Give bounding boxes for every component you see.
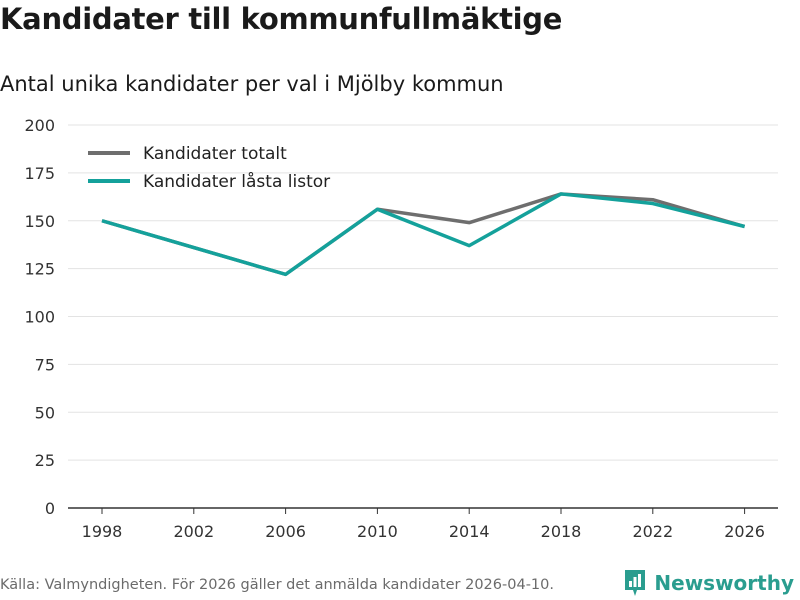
y-tick-label: 0 — [45, 499, 55, 518]
y-tick-label: 150 — [24, 212, 55, 231]
legend: Kandidater totalt Kandidater låsta listor — [88, 144, 330, 192]
source-note: Källa: Valmyndigheten. För 2026 gäller d… — [0, 577, 554, 593]
y-tick-label: 25 — [35, 451, 55, 470]
y-tick-label: 100 — [24, 308, 55, 327]
y-tick-label: 175 — [24, 164, 55, 183]
x-tick-label: 2022 — [632, 522, 673, 541]
series-line-1 — [101, 192, 746, 277]
brand-logo: Newsworthy — [623, 566, 794, 600]
x-tick-label: 2006 — [265, 522, 306, 541]
brand-name: Newsworthy — [654, 571, 794, 595]
y-axis-ticks: 0 25 50 75 100 125 150 175 200 — [24, 116, 55, 518]
x-tick-label: 2014 — [449, 522, 490, 541]
chart-subtitle: Antal unika kandidater per val i Mjölby … — [0, 72, 504, 96]
x-tick-label: 2002 — [173, 522, 214, 541]
y-tick-label: 125 — [24, 260, 55, 279]
series-lines — [101, 192, 746, 277]
series-line-0 — [101, 192, 746, 277]
y-tick-label: 50 — [35, 403, 55, 422]
legend-label-1: Kandidater låsta listor — [143, 171, 330, 192]
x-tick-label: 2010 — [357, 522, 398, 541]
gridlines — [68, 124, 778, 461]
x-axis-ticks: 1998 2002 2006 2010 2014 2018 2022 2026 — [82, 508, 765, 541]
legend-label-0: Kandidater totalt — [143, 144, 287, 164]
chart-title: Kandidater till kommunfullmäktige — [0, 2, 563, 36]
y-tick-label: 75 — [35, 355, 55, 374]
y-tick-label: 200 — [24, 116, 55, 135]
newsworthy-logo-icon — [625, 570, 646, 596]
x-tick-label: 1998 — [82, 522, 123, 541]
x-tick-label: 2018 — [541, 522, 582, 541]
x-tick-label: 2026 — [724, 522, 765, 541]
